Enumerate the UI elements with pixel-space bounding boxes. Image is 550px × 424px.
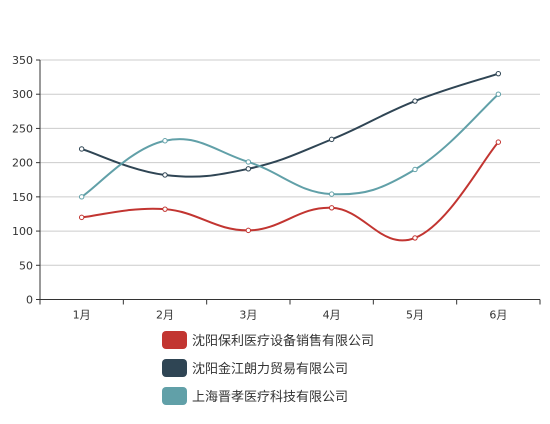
data-point[interactable] <box>162 172 168 178</box>
data-point[interactable] <box>245 159 252 165</box>
data-point[interactable] <box>412 166 418 173</box>
x-tick-label: 1月 <box>73 309 91 322</box>
series-line <box>81 93 500 198</box>
data-point[interactable] <box>245 166 252 172</box>
series-2 <box>78 91 502 200</box>
legend-swatch <box>162 359 187 377</box>
x-tick-label: 3月 <box>239 309 257 322</box>
legend-swatch <box>162 387 187 405</box>
axes: 0 50 100 150 200 250 300 350 1月 2月 3月 4月 5月 6月 <box>12 54 541 322</box>
legend-item[interactable]: 沈阳保利医疗设备销售有限公司 <box>162 331 374 349</box>
legend-label: 上海晋孝医疗科技有限公司 <box>192 390 348 405</box>
x-tick-label: 2月 <box>156 309 174 322</box>
data-point[interactable] <box>78 214 85 221</box>
y-tick-label: 0 <box>26 294 33 307</box>
data-point[interactable] <box>495 139 502 145</box>
legend-label: 沈阳金江朗力贸易有限公司 <box>192 361 348 377</box>
data-point[interactable] <box>328 136 335 143</box>
y-tick-label: 50 <box>19 259 33 272</box>
legend-label: 沈阳保利医疗设备销售有限公司 <box>192 333 374 349</box>
x-tick-label: 6月 <box>489 309 507 322</box>
y-tick-label: 200 <box>12 157 33 170</box>
data-point[interactable] <box>328 191 335 197</box>
legend-item[interactable]: 沈阳金江朗力贸易有限公司 <box>162 359 348 377</box>
y-tick-label: 100 <box>12 225 33 238</box>
series-line <box>81 141 500 242</box>
data-point[interactable] <box>412 235 418 241</box>
data-point[interactable] <box>245 227 252 234</box>
data-point[interactable] <box>162 206 168 212</box>
y-tick-label: 250 <box>12 122 33 135</box>
data-point[interactable] <box>162 138 168 144</box>
data-point[interactable] <box>495 91 502 97</box>
y-tick-label: 350 <box>12 54 33 67</box>
data-point[interactable] <box>78 194 85 200</box>
series-line <box>81 72 499 178</box>
y-tick-label: 300 <box>12 88 33 101</box>
x-tick-label: 4月 <box>323 309 341 322</box>
series-0 <box>78 139 502 242</box>
data-point[interactable] <box>328 205 335 211</box>
x-tick-label: 5月 <box>406 309 424 322</box>
series <box>78 70 502 242</box>
y-tick-label: 150 <box>12 191 33 204</box>
series-1 <box>78 70 502 178</box>
data-point[interactable] <box>78 146 85 152</box>
legend-item[interactable]: 上海晋孝医疗科技有限公司 <box>162 387 348 405</box>
data-point[interactable] <box>412 98 418 104</box>
legend-swatch <box>162 331 187 349</box>
data-point[interactable] <box>495 70 502 77</box>
